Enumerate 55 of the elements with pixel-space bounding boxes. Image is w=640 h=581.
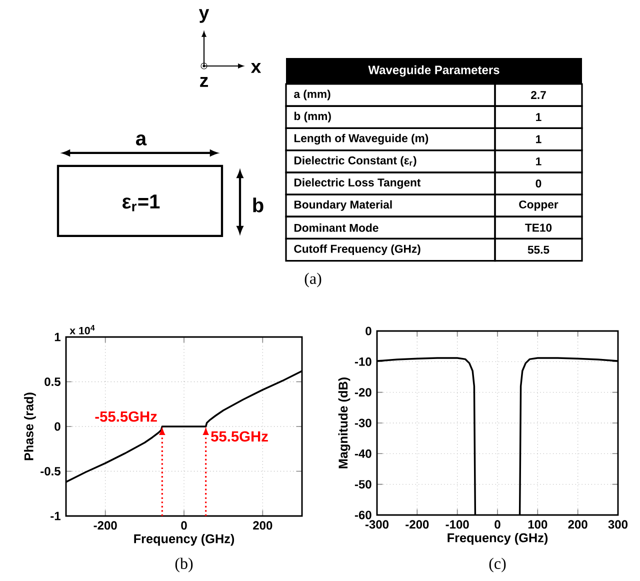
y-tick-label: 0 (366, 326, 372, 336)
x-tick-label: 200 (568, 520, 588, 529)
text: x 10$^{4}$ (70, 325, 95, 334)
y-tick-label: 0 (54, 422, 60, 431)
category-label: b (mm) (294, 112, 331, 122)
y-axis-title: Magnitude (dB) (338, 378, 350, 468)
x-tick-label: 0 (494, 520, 500, 529)
category-label: Boundary Material (294, 200, 392, 211)
y-axis-title: Phase (rad) (24, 392, 36, 460)
text: TE10 (525, 224, 552, 232)
y-tick-label: 0.5 (44, 377, 60, 386)
x-axis-title: Frequency (GHz) (134, 534, 234, 546)
text: (c) (489, 558, 506, 572)
annotation: 55.5GHz (211, 431, 268, 442)
text: 1 (536, 113, 542, 121)
annotation: -55.5GHz (95, 411, 157, 422)
x-tick-label: 300 (608, 520, 628, 529)
text: y (198, 9, 210, 23)
text: 55.5 (528, 246, 550, 254)
y-tick-label: -0.5 (40, 466, 60, 476)
text: Waveguide Parameters (368, 65, 500, 77)
category-label: Dominant Mode (294, 224, 378, 232)
text: ε$_{r}$=1 (122, 194, 160, 212)
y-tick-label: -30 (354, 418, 372, 428)
y-tick-label: -60 (354, 510, 372, 520)
text: Copper (519, 200, 558, 211)
category-label: Dielectric Loss Tangent (294, 178, 421, 189)
x-tick-label: 0 (181, 521, 187, 530)
text: z (200, 77, 208, 87)
y-tick-label: -10 (354, 357, 372, 366)
text: 1 (536, 135, 542, 144)
text: 1 (536, 157, 542, 166)
y-tick-label: -40 (354, 449, 372, 458)
y-tick-label: -50 (354, 480, 372, 489)
text: (a) (304, 272, 322, 288)
x-tick-label: 100 (528, 520, 548, 529)
x-tick-label: -100 (446, 520, 469, 529)
text: (b) (175, 558, 193, 572)
text: b (253, 198, 264, 212)
category-label: a (mm) (294, 90, 330, 100)
x-tick-label: -200 (406, 520, 429, 529)
x-axis-title: Frequency (GHz) (448, 532, 548, 545)
text: x (250, 63, 262, 73)
x-tick-label: 200 (253, 521, 272, 530)
text: 0 (536, 179, 542, 188)
category-label: Cutoff Frequency (GHz) (294, 244, 420, 256)
category-label: Dielectric Constant (ε$_{r}$) (294, 156, 416, 167)
category-label: Length of Waveguide (m) (294, 134, 428, 144)
y-tick-label: 1 (54, 332, 60, 342)
text: a (136, 134, 147, 146)
x-tick-label: -300 (365, 520, 389, 529)
y-tick-label: -1 (50, 512, 60, 520)
text: 2.7 (531, 91, 546, 99)
y-tick-label: -20 (354, 388, 372, 397)
x-tick-label: -200 (94, 521, 117, 530)
